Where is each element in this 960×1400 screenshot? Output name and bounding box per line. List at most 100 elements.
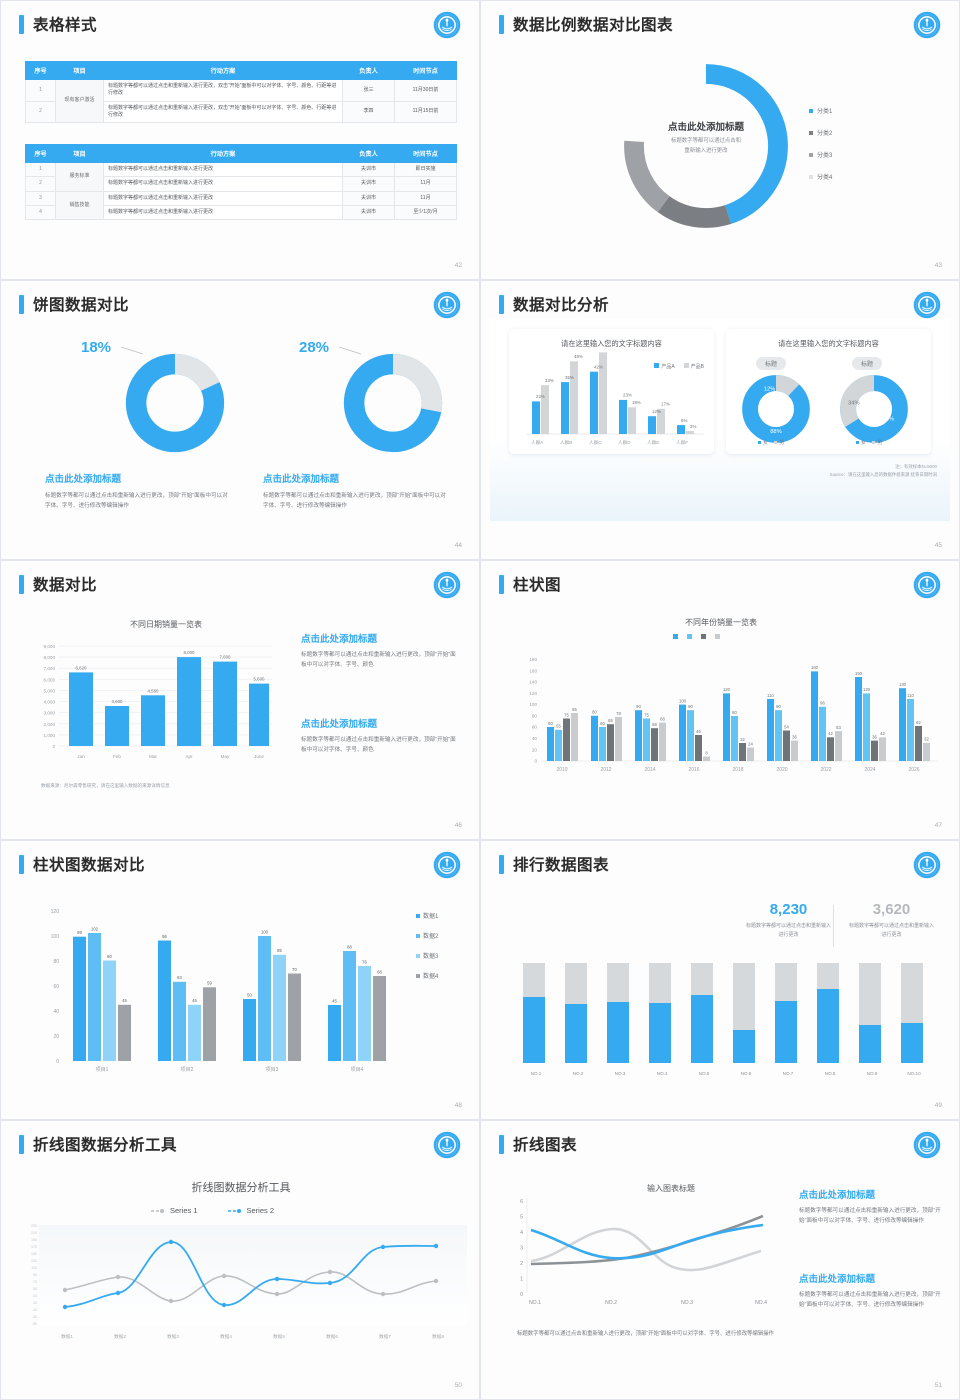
stat-block-2[interactable]: 3,620 标题数字等都可以通过点击和重新输入进行更改 bbox=[849, 901, 934, 940]
rank-bar-10[interactable] bbox=[901, 1023, 923, 1063]
table-row[interactable]: 1 现有客户激活 标题数字等都可以通过点击和重新输入进行更改，双击“开始”面板中… bbox=[25, 79, 457, 123]
legend-item[interactable] bbox=[687, 634, 694, 640]
rank-bar-9[interactable] bbox=[859, 1025, 881, 1063]
ranking-bar-chart[interactable] bbox=[515, 959, 935, 1069]
legend-item[interactable]: 分类3 bbox=[809, 150, 832, 159]
donut-slice-3[interactable] bbox=[624, 64, 788, 228]
line-chart[interactable]: 6 5 4 3 2 1 0 NO.1 NO.2 NO.3 NO.4 bbox=[511, 1193, 781, 1318]
bar-b4[interactable] bbox=[628, 407, 636, 434]
rank-bar-1[interactable] bbox=[523, 997, 545, 1063]
slide-ranking-chart[interactable]: 排行数据图表 8,230 标题数字等都可以通过点击和重新输入进行更改 3,620… bbox=[480, 840, 960, 1120]
stat-block-1[interactable]: 8,230 标题数字等都可以通过点击和重新输入进行更改 bbox=[746, 901, 831, 940]
legend-item[interactable]: 数据4 bbox=[416, 971, 438, 980]
donut-chart[interactable] bbox=[121, 349, 229, 457]
legend-item[interactable] bbox=[701, 634, 708, 640]
slide-comparative-analysis[interactable]: 数据对比分析 请在这里输入您的文字标题内容 产品A 产品B 22% 33% bbox=[480, 280, 960, 560]
donut-chart-left[interactable]: 12% 88% bbox=[740, 373, 812, 445]
bar-g2-s1[interactable] bbox=[158, 940, 171, 1062]
bar-g1-s1[interactable] bbox=[73, 936, 86, 1061]
legend-item[interactable]: Series 1 bbox=[151, 1206, 198, 1215]
bar-feb[interactable] bbox=[105, 706, 129, 746]
bar-card[interactable]: 请在这里输入您的文字标题内容 产品A 产品B 22% 33% 35% 49% 42%… bbox=[509, 329, 714, 454]
table-second[interactable]: 序号 项目 行动方案 负责人 时间节点 1 服务标准 标题数字等都可以通过点击和… bbox=[25, 144, 457, 221]
rank-bar-6[interactable] bbox=[733, 1030, 755, 1063]
donut-slice-minor[interactable] bbox=[343, 353, 443, 453]
slide-data-comparison[interactable]: 数据对比 不同日期销量一览表 9,000 8,000 7,000 6,000 5,00… bbox=[0, 560, 480, 840]
donut-female-slice[interactable] bbox=[742, 375, 810, 443]
bar-a6[interactable] bbox=[677, 425, 685, 434]
legend-item[interactable]: Series 2 bbox=[227, 1206, 274, 1215]
series2-points[interactable] bbox=[62, 1239, 439, 1310]
donut-slice-2[interactable] bbox=[624, 64, 788, 228]
bar-g1-s4[interactable] bbox=[118, 1004, 131, 1061]
bar-g4-s2[interactable] bbox=[343, 951, 356, 1061]
bar-jan[interactable] bbox=[69, 672, 93, 746]
bar-june[interactable] bbox=[249, 683, 269, 746]
bar-chart[interactable]: 9,000 8,000 7,000 6,000 5,000 4,000 3,000 2,0… bbox=[27, 639, 277, 779]
legend-item[interactable]: 分类1 bbox=[809, 106, 832, 115]
slide-table-styles[interactable]: 表格样式 序号 项目 行动方案 负责人 时间节点 1 现有客户激活 标题数 bbox=[0, 0, 480, 280]
line-series-light[interactable] bbox=[530, 1227, 762, 1272]
bar-b1[interactable] bbox=[541, 385, 549, 434]
series2-line[interactable] bbox=[64, 1241, 437, 1308]
slide-bar-comparison[interactable]: 柱状图数据对比 120 100 80 60 40 20 0 99 102 80 45 bbox=[0, 840, 480, 1120]
series1-line[interactable] bbox=[64, 1271, 437, 1302]
rank-bar-3[interactable] bbox=[607, 1002, 629, 1063]
slide-pie-comparison[interactable]: 饼图数据对比 18% 点击此处添加标题 标题数字等都可以通过点击和重新输入进行更… bbox=[0, 280, 480, 560]
legend-item[interactable]: 产品B bbox=[683, 363, 704, 370]
bar-b3[interactable] bbox=[599, 352, 607, 434]
legend-item[interactable] bbox=[673, 634, 680, 640]
table-row[interactable]: 2 标题数字等都可以通过点击和重新输入进行更改 夫训市 11月 bbox=[25, 176, 457, 192]
rank-bar-5[interactable] bbox=[691, 995, 713, 1063]
bar-g1-s2[interactable] bbox=[88, 933, 101, 1061]
donut-slice-1[interactable] bbox=[624, 64, 788, 228]
bar-a1[interactable] bbox=[532, 401, 540, 434]
legend-item[interactable]: 产品A bbox=[654, 363, 675, 370]
bar-g3-s2[interactable] bbox=[258, 936, 271, 1061]
line-series-blue[interactable] bbox=[530, 1223, 764, 1260]
donut-female-slice[interactable] bbox=[840, 375, 908, 443]
rank-bar-8[interactable] bbox=[817, 989, 839, 1063]
grouped-bar-chart[interactable]: 120 100 80 60 40 20 0 99 102 80 45 96 63 45 59 50 10… bbox=[23, 903, 403, 1078]
bar-g4-s3[interactable] bbox=[358, 966, 371, 1061]
legend-item[interactable]: 数据1 bbox=[416, 911, 438, 920]
legend-item[interactable]: 分类4 bbox=[809, 172, 832, 181]
series1-points[interactable] bbox=[62, 1269, 439, 1304]
table-row[interactable]: 3 销售技能 标题数字等都可以通过点击和重新输入进行更改 夫训市 11月 bbox=[25, 190, 457, 220]
bar-g4-s1[interactable] bbox=[328, 1005, 341, 1061]
bar-may[interactable] bbox=[213, 661, 237, 746]
slide-column-chart[interactable]: 柱状图 不同年份销量一览表 180 160 140 120 100 80 60 40 20 0 bbox=[480, 560, 960, 840]
bar-b2[interactable] bbox=[570, 361, 578, 434]
table-first[interactable]: 序号 项目 行动方案 负责人 时间节点 1 现有客户激活 标题数字等都可以通过点… bbox=[25, 61, 457, 123]
bar-g2-s4[interactable] bbox=[203, 987, 216, 1061]
bar-g3-s4[interactable] bbox=[288, 973, 301, 1062]
donut-card[interactable]: 请在这里输入您的文字标题内容 标题 标题 12% 88% 34% 66% 女 男… bbox=[726, 329, 931, 454]
legend-item[interactable]: 数据3 bbox=[416, 951, 438, 960]
slide-line-analysis-tool[interactable]: 折线图数据分析工具 折线图数据分析工具 Series 1 Series 2 bbox=[0, 1120, 480, 1400]
line-chart[interactable]: 230 210 190 170 150 130 110 90 70 50 30 10 -10 -30… bbox=[9, 1221, 473, 1346]
bar-g3-s3[interactable] bbox=[273, 954, 286, 1061]
bar-apr[interactable] bbox=[177, 657, 201, 746]
bar-b6[interactable] bbox=[686, 431, 694, 434]
bar-mar[interactable] bbox=[141, 695, 165, 746]
line-series-dark[interactable] bbox=[530, 1214, 764, 1266]
bar-a5[interactable] bbox=[648, 416, 656, 434]
legend-item[interactable]: 数据2 bbox=[416, 931, 438, 940]
legend-item[interactable] bbox=[715, 634, 722, 640]
rank-bar-4[interactable] bbox=[649, 1003, 671, 1063]
rank-bar-2[interactable] bbox=[565, 1004, 587, 1063]
grouped-bar-chart[interactable]: 22%33% 35%49% 42%55% 23%18% 12%17% bbox=[514, 351, 709, 451]
bar-a3[interactable] bbox=[590, 371, 598, 434]
table-row[interactable]: 1 服务标准 标题数字等都可以通过点击和重新输入进行更改 夫训市 即日实施 bbox=[25, 161, 457, 192]
donut-chart[interactable] bbox=[339, 349, 447, 457]
slide-proportion-donut[interactable]: 数据比例数据对比图表 点击此处添加标题 标题数字等都可以通过点击和 重新输入进行… bbox=[480, 0, 960, 280]
donut-chart-right[interactable]: 34% 66% bbox=[838, 373, 910, 445]
bar-g2-s3[interactable] bbox=[188, 1004, 201, 1061]
bar-g3-s1[interactable] bbox=[243, 999, 256, 1061]
table-row[interactable]: 4 标题数字等都可以通过点击和重新输入进行更改 夫训市 至少1次/月 bbox=[25, 204, 457, 221]
bar-a2[interactable] bbox=[561, 382, 569, 434]
bar-g2-s2[interactable] bbox=[173, 981, 186, 1061]
bar-g4-s4[interactable] bbox=[373, 976, 386, 1061]
